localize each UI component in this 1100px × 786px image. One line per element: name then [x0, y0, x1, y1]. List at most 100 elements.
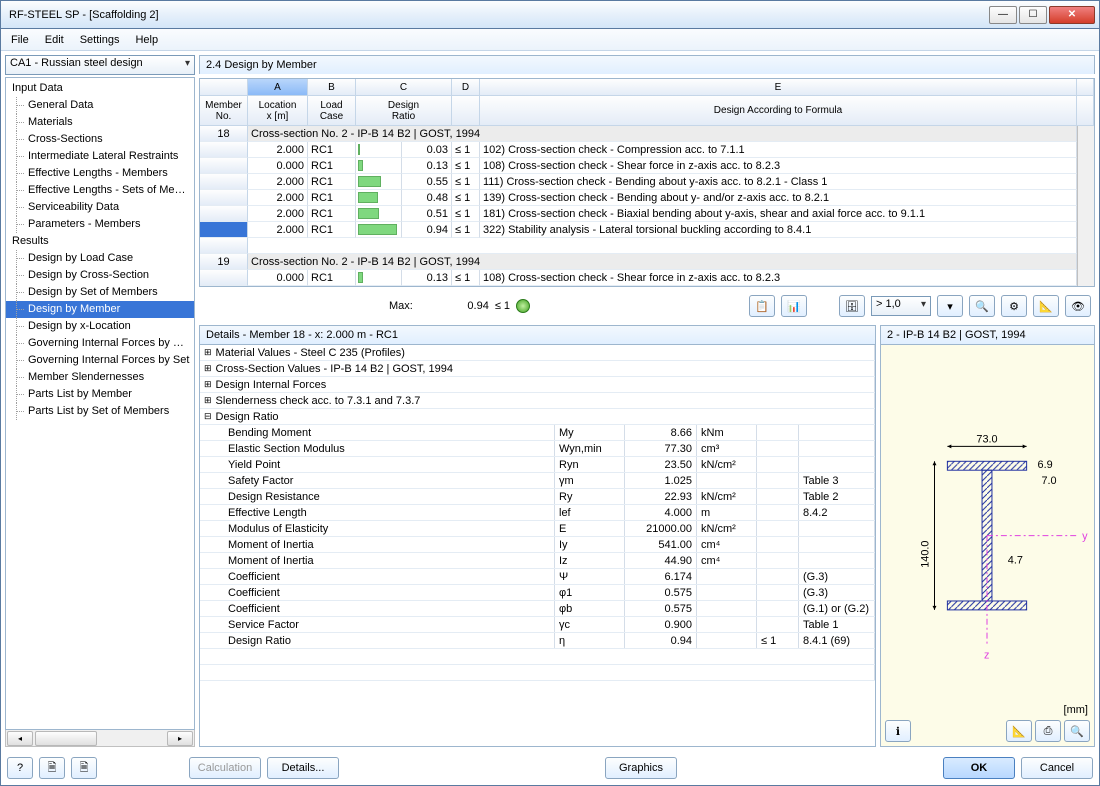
cs-btn-2[interactable]: ⎙ — [1035, 720, 1061, 742]
toolbar-btn-4[interactable]: 🔍 — [969, 295, 995, 317]
footer-btn-2[interactable]: 🗎 — [71, 757, 97, 779]
help-button[interactable]: ? — [7, 757, 33, 779]
detail-row: Moment of Inertia Iz 44.90 cm⁴ — [200, 553, 875, 569]
menu-edit[interactable]: Edit — [37, 32, 72, 48]
max-label: Max: — [389, 300, 413, 312]
max-value: 0.94 — [419, 300, 489, 312]
col-E[interactable]: E — [480, 79, 1077, 96]
tree-item[interactable]: Design by Set of Members — [6, 284, 194, 301]
close-button[interactable]: ✕ — [1049, 6, 1095, 24]
maximize-button[interactable]: ☐ — [1019, 6, 1047, 24]
tree-item[interactable]: General Data — [6, 97, 194, 114]
filter-btn[interactable]: 🗄 — [839, 295, 865, 317]
detail-group[interactable]: Cross-Section Values - IP-B 14 B2 | GOST… — [200, 361, 875, 377]
col-member: Member No. — [200, 96, 248, 126]
menu-file[interactable]: File — [3, 32, 37, 48]
cross-section-title: 2 - IP-B 14 B2 | GOST, 1994 — [880, 325, 1095, 344]
col-A[interactable]: A — [248, 79, 308, 96]
toolbar-btn-6[interactable]: 📐 — [1033, 295, 1059, 317]
detail-group[interactable]: Design Internal Forces — [200, 377, 875, 393]
tree-item[interactable]: Parts List by Member — [6, 386, 194, 403]
grid-vscroll[interactable] — [1077, 126, 1094, 286]
tree-item[interactable]: Design by Load Case — [6, 250, 194, 267]
tree-item[interactable]: Parts List by Set of Members — [6, 403, 194, 420]
details-button[interactable]: Details... — [267, 757, 339, 779]
table-row[interactable]: 0.000 RC1 0.13 ≤ 1 108) Cross-section ch… — [200, 270, 1077, 286]
tree-item[interactable]: Cross-Sections — [6, 131, 194, 148]
col-D[interactable]: D — [452, 79, 480, 96]
svg-text:4.7: 4.7 — [1008, 554, 1023, 566]
col-formula: Design According to Formula — [480, 96, 1077, 126]
tree-item[interactable]: Intermediate Lateral Restraints — [6, 148, 194, 165]
detail-row: Yield Point Ryn 23.50 kN/cm² — [200, 457, 875, 473]
detail-group-open[interactable]: Design Ratio — [200, 409, 875, 425]
tree-item[interactable]: Design by Member — [6, 301, 194, 318]
toolbar-btn-2[interactable]: 📊 — [781, 295, 807, 317]
cs-unit: [mm] — [1064, 704, 1088, 716]
tree-item[interactable]: Governing Internal Forces by Member — [6, 335, 194, 352]
col-B[interactable]: B — [308, 79, 356, 96]
detail-row: Coefficient φ1 0.575 (G.3) — [200, 585, 875, 601]
tree-item[interactable]: Serviceability Data — [6, 199, 194, 216]
section-row: 18 Cross-section No. 2 - IP-B 14 B2 | GO… — [200, 126, 1077, 142]
scroll-left-icon[interactable]: ◂ — [7, 731, 33, 746]
details-title: Details - Member 18 - x: 2.000 m - RC1 — [199, 325, 876, 344]
menu-help[interactable]: Help — [127, 32, 166, 48]
detail-group[interactable]: Slenderness check acc. to 7.3.1 and 7.3.… — [200, 393, 875, 409]
detail-row: Bending Moment My 8.66 kNm — [200, 425, 875, 441]
svg-text:z: z — [984, 649, 989, 661]
svg-text:73.0: 73.0 — [976, 433, 997, 445]
detail-row: Modulus of Elasticity E 21000.00 kN/cm² — [200, 521, 875, 537]
toolbar-btn-7[interactable]: 👁 — [1065, 295, 1091, 317]
footer-btn-1[interactable]: 🗎 — [39, 757, 65, 779]
svg-text:6.9: 6.9 — [1038, 459, 1053, 471]
graphics-button[interactable]: Graphics — [605, 757, 677, 779]
details-grid: Material Values - Steel C 235 (Profiles)… — [199, 344, 876, 747]
cross-section-view: y z 73.0 140.0 6.9 7.0 4.7 — [880, 344, 1095, 747]
table-row[interactable]: 2.000 RC1 0.48 ≤ 1 139) Cross-section ch… — [200, 190, 1077, 206]
table-row[interactable]: 2.000 RC1 0.55 ≤ 1 111) Cross-section ch… — [200, 174, 1077, 190]
tree-input-data[interactable]: Input Data — [6, 80, 194, 97]
table-row[interactable]: 2.000 RC1 0.94 ≤ 1 322) Stability analys… — [200, 222, 1077, 238]
tree-results[interactable]: Results — [6, 233, 194, 250]
table-row[interactable]: 0.000 RC1 0.13 ≤ 1 108) Cross-section ch… — [200, 158, 1077, 174]
filter-combo[interactable]: > 1,0 — [871, 296, 931, 316]
cancel-button[interactable]: Cancel — [1021, 757, 1093, 779]
tree-item[interactable]: Materials — [6, 114, 194, 131]
detail-row: Elastic Section Modulus Wyn,min 77.30 cm… — [200, 441, 875, 457]
minimize-button[interactable]: — — [989, 6, 1017, 24]
cs-btn-1[interactable]: 📐 — [1006, 720, 1032, 742]
table-row[interactable]: 2.000 RC1 0.03 ≤ 1 102) Cross-section ch… — [200, 142, 1077, 158]
tree-item[interactable]: Design by x-Location — [6, 318, 194, 335]
info-button[interactable]: ℹ — [885, 720, 911, 742]
svg-text:y: y — [1082, 531, 1088, 543]
detail-group[interactable]: Material Values - Steel C 235 (Profiles) — [200, 345, 875, 361]
detail-row: Moment of Inertia Iy 541.00 cm⁴ — [200, 537, 875, 553]
tree-item[interactable]: Member Slendernesses — [6, 369, 194, 386]
cs-btn-3[interactable]: 🔍 — [1064, 720, 1090, 742]
detail-row: Safety Factor γm 1.025 Table 3 — [200, 473, 875, 489]
tree-item[interactable]: Effective Lengths - Members — [6, 165, 194, 182]
window-title: RF-STEEL SP - [Scaffolding 2] — [9, 9, 989, 21]
menu-settings[interactable]: Settings — [72, 32, 128, 48]
nav-tree: Input Data General DataMaterialsCross-Se… — [5, 77, 195, 730]
detail-row: Coefficient φb 0.575 (G.1) or (G.2) — [200, 601, 875, 617]
tree-item[interactable]: Governing Internal Forces by Set — [6, 352, 194, 369]
tree-item[interactable]: Design by Cross-Section — [6, 267, 194, 284]
scroll-thumb[interactable] — [35, 731, 97, 746]
ok-button[interactable]: OK — [943, 757, 1015, 779]
detail-row: Effective Length lef 4.000 m 8.4.2 — [200, 505, 875, 521]
toolbar-btn-3[interactable]: ▾ — [937, 295, 963, 317]
svg-text:7.0: 7.0 — [1041, 475, 1056, 487]
toolbar-btn-5[interactable]: ⚙ — [1001, 295, 1027, 317]
table-row[interactable]: 2.000 RC1 0.51 ≤ 1 181) Cross-section ch… — [200, 206, 1077, 222]
toolbar-btn-1[interactable]: 📋 — [749, 295, 775, 317]
tree-item[interactable]: Effective Lengths - Sets of Members — [6, 182, 194, 199]
max-limit: ≤ 1 — [495, 300, 510, 312]
calculation-button[interactable]: Calculation — [189, 757, 261, 779]
col-C[interactable]: C — [356, 79, 452, 96]
scroll-right-icon[interactable]: ▸ — [167, 731, 193, 746]
tree-item[interactable]: Parameters - Members — [6, 216, 194, 233]
design-combo[interactable]: CA1 - Russian steel design — [5, 55, 195, 75]
tree-hscroll[interactable]: ◂ ▸ — [5, 730, 195, 747]
